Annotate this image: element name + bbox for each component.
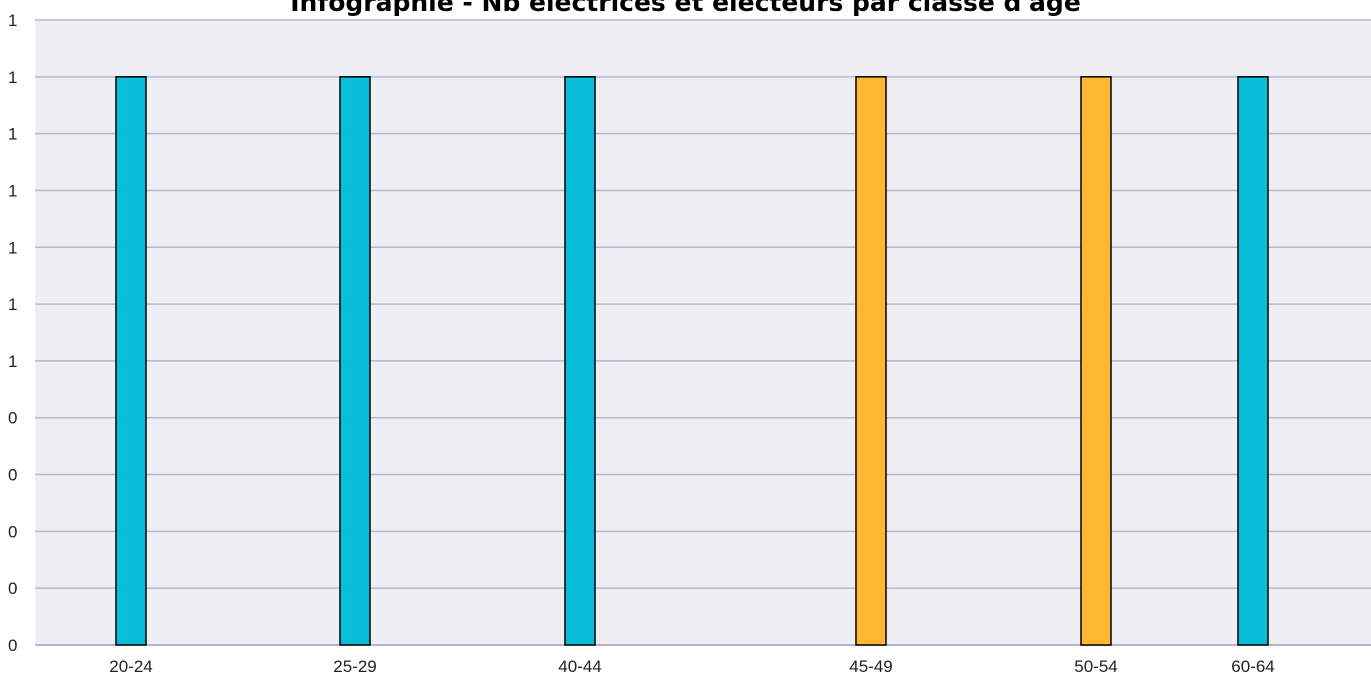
bar-45-49 — [855, 76, 887, 646]
y-tick-label: 0 — [8, 522, 17, 541]
x-tick-label: 50-54 — [1074, 657, 1117, 676]
x-tick-label: 40-44 — [558, 657, 601, 676]
y-tick-label: 0 — [8, 466, 17, 485]
bar-25-29 — [339, 76, 371, 646]
x-tick-label: 20-24 — [109, 657, 152, 676]
y-tick-label: 1 — [8, 68, 17, 87]
x-axis: 20-24 25-29 40-44 45-49 50-54 60-64 — [109, 657, 1274, 676]
x-tick-label: 60-64 — [1231, 657, 1274, 676]
x-tick-label: 25-29 — [333, 657, 376, 676]
y-tick-label: 1 — [8, 238, 17, 257]
bars — [115, 76, 1269, 646]
x-tick-label: 45-49 — [849, 657, 892, 676]
y-tick-label: 0 — [8, 409, 17, 428]
y-tick-label: 0 — [8, 579, 17, 598]
gridlines — [35, 19, 1371, 646]
bar-60-64 — [1237, 76, 1269, 646]
bar-40-44 — [564, 76, 596, 646]
bar-20-24 — [115, 76, 147, 646]
y-tick-label: 1 — [8, 352, 17, 371]
y-tick-label: 1 — [8, 125, 17, 144]
y-tick-label: 0 — [8, 636, 17, 655]
y-tick-label: 1 — [8, 295, 17, 314]
y-tick-label: 1 — [8, 11, 17, 30]
y-axis: 0 0 0 0 0 1 1 1 1 1 1 1 — [8, 11, 17, 655]
bar-50-54 — [1080, 76, 1112, 646]
y-tick-label: 1 — [8, 181, 17, 200]
plot-area — [35, 20, 1371, 645]
chart-title: Infographie - Nb électrices et électeurs… — [290, 0, 1081, 17]
